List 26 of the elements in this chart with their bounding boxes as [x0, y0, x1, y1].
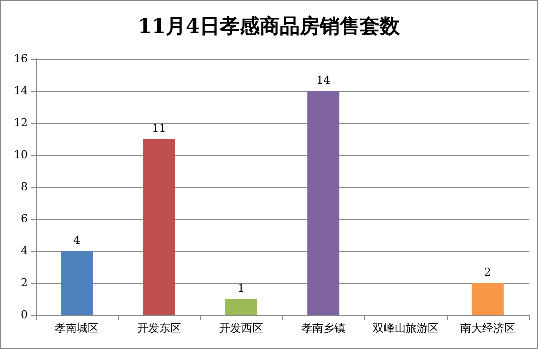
- x-tick-label: 双峰山旅游区: [372, 322, 439, 335]
- data-label: 2: [484, 266, 492, 279]
- bar: [61, 251, 94, 315]
- y-tick-label: 14: [14, 84, 28, 98]
- y-tick-label: 2: [21, 276, 28, 290]
- bar: [472, 283, 504, 315]
- x-tick-label: 开发西区: [219, 322, 264, 335]
- y-tick-label: 6: [21, 212, 28, 226]
- x-tick-label: 南大经济区: [460, 322, 516, 335]
- x-tick-label: 孝南城区: [55, 322, 100, 335]
- bar: [308, 91, 340, 315]
- bar: [225, 299, 258, 315]
- y-tick-label: 16: [14, 52, 28, 66]
- data-label: 4: [74, 234, 81, 247]
- y-tick-label: 10: [14, 148, 28, 162]
- y-tick-label: 4: [21, 244, 28, 258]
- data-label: 1: [238, 282, 245, 295]
- x-tick-label: 开发东区: [137, 322, 182, 335]
- data-label: 11: [152, 122, 166, 135]
- data-label: 14: [316, 74, 331, 87]
- x-tick-label: 孝南乡镇: [302, 322, 346, 335]
- y-tick-label: 8: [21, 180, 28, 194]
- bar: [143, 139, 176, 315]
- y-tick-label: 0: [21, 308, 28, 322]
- chart-title: 11月4日孝感商品房销售套数: [138, 14, 401, 38]
- y-tick-label: 12: [14, 116, 28, 130]
